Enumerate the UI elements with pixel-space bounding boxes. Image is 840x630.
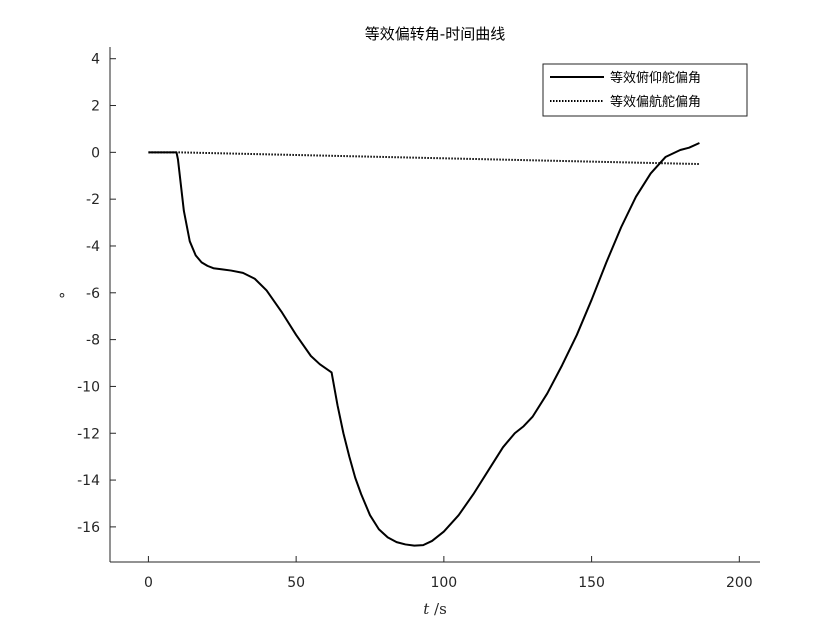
legend-label-yaw: 等效偏航舵偏角: [610, 94, 701, 110]
series-layer: [148, 142, 700, 547]
x-axis-label-variable: t: [423, 600, 430, 618]
y-tick-label: -2: [86, 192, 100, 208]
x-tick-label: 0: [144, 575, 153, 591]
x-ticks: 0 50 100 150 200: [144, 556, 753, 591]
y-tick-label: -10: [77, 379, 100, 395]
y-tick-label: -16: [77, 520, 100, 536]
y-tick-label: 2: [91, 99, 100, 115]
y-tick-label: -4: [86, 239, 100, 255]
legend: 等效俯仰舵偏角 等效偏航舵偏角: [542, 63, 748, 117]
legend-box: [542, 63, 748, 117]
series-line-pitch: [148, 142, 700, 547]
x-axis-label-unit: /s: [429, 600, 447, 618]
y-tick-label: 4: [91, 52, 100, 68]
x-tick-label: 150: [578, 575, 605, 591]
legend-item-yaw: 等效偏航舵偏角: [550, 94, 701, 110]
y-axis-label: °: [58, 290, 66, 308]
x-tick-label: 200: [726, 575, 753, 591]
y-tick-label: -8: [86, 333, 100, 349]
y-tick-label: -14: [77, 473, 100, 489]
series-line-yaw: [148, 151, 700, 166]
y-tick-label: -12: [77, 426, 100, 442]
x-tick-label: 100: [430, 575, 457, 591]
axes: [109, 47, 760, 563]
y-tick-label: -6: [86, 286, 100, 302]
x-axis-label: t /s: [423, 600, 447, 618]
y-ticks: 4 2 0 -2 -4 -6 -8 -10 -12 -14 -16: [77, 52, 116, 536]
x-tick-label: 50: [287, 575, 305, 591]
chart-title: 等效偏转角-时间曲线: [365, 25, 505, 43]
legend-label-pitch: 等效俯仰舵偏角: [610, 70, 701, 86]
legend-item-pitch: 等效俯仰舵偏角: [550, 70, 701, 86]
y-tick-label: 0: [91, 145, 100, 161]
